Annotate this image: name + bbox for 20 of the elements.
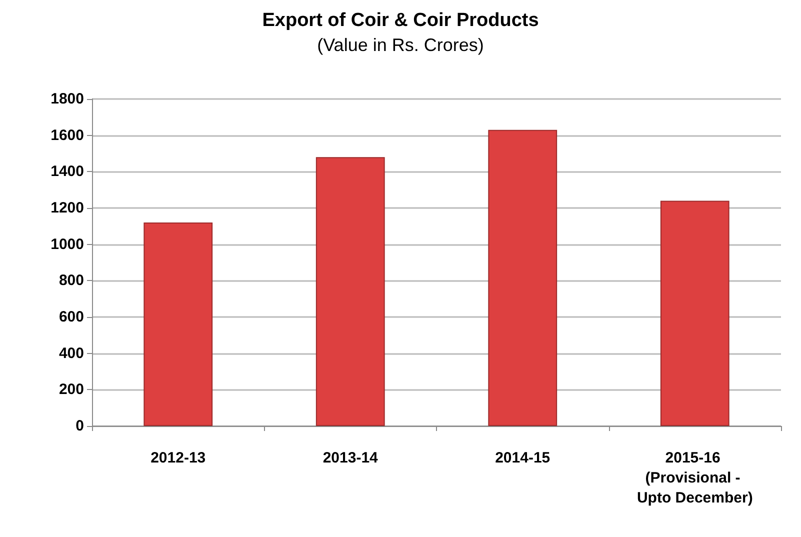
x-tick-label: 2012-13 [150, 450, 206, 466]
x-tick-label: 2014-15 [495, 450, 550, 466]
y-tick-label: 1400 [50, 163, 84, 180]
y-tick-label: 1800 [50, 90, 84, 108]
chart-subtitle: (Value in Rs. Crores) [317, 35, 484, 55]
y-tick-label: 1200 [50, 200, 84, 216]
x-tick-label: 2013-14 [322, 450, 379, 466]
y-tick-label: 400 [58, 344, 84, 362]
x-tick-label: 2015-16 (Provisional - Upto December) [636, 450, 753, 506]
y-tick-label: 1000 [50, 236, 84, 253]
y-tick-label: 1600 [50, 126, 84, 144]
y-tick-label: 600 [58, 308, 84, 326]
bar [660, 200, 730, 426]
y-tick-label: 0 [76, 418, 84, 434]
chart-title: Export of Coir & Coir Products [262, 10, 539, 31]
y-tick-label: 800 [58, 272, 84, 290]
y-tick-label: 200 [58, 381, 84, 398]
bar [144, 222, 213, 426]
bar [488, 130, 558, 426]
bar [316, 157, 385, 426]
